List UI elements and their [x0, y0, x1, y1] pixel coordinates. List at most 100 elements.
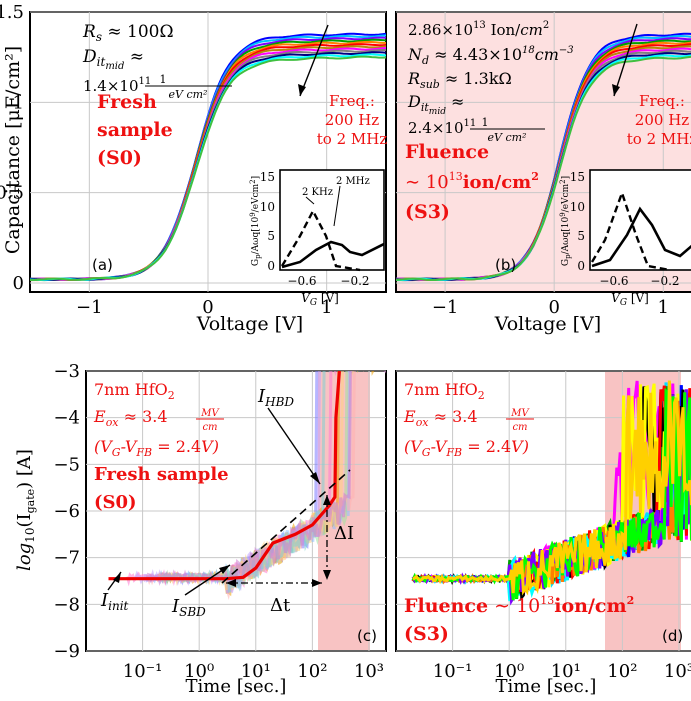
- panel-c-sample-1: Fresh sample: [94, 464, 229, 485]
- inset-b-dashed: [590, 189, 671, 272]
- panel-d-xtick: 10³: [664, 661, 691, 682]
- panel-a-sample-2: sample: [97, 119, 173, 141]
- panel-c-label: (c): [357, 627, 377, 645]
- panel-a-freq-arrow: [299, 24, 329, 97]
- panel-a-freq-1: Freq.:: [329, 92, 375, 110]
- svg-text:10: 10: [260, 200, 275, 214]
- panel-c-ytick: −8: [53, 594, 80, 615]
- panel-d-trace: [412, 380, 691, 596]
- panel-a-cv-series: [30, 55, 386, 282]
- panel-d-label: (d): [662, 627, 683, 645]
- panel-d-ticks: 10⁻¹ 10⁰ 10¹ 10² 10³: [433, 661, 691, 682]
- svg-text:cm: cm: [202, 422, 217, 433]
- panel-d-fluence-2: (S3): [404, 623, 449, 645]
- panel-b-label: (b): [495, 256, 516, 274]
- panel-c-curves: [108, 371, 386, 601]
- panel-b-xtick: −1: [432, 297, 459, 318]
- panel-c-ytick: −3: [53, 361, 80, 382]
- panel-c-ytick: −7: [53, 548, 80, 569]
- panel-c-red-trace: [108, 371, 341, 581]
- panel-c-xtick: 10³: [354, 661, 384, 682]
- panel-d-cond-3: (VG-VFB = 2.4V): [404, 437, 529, 459]
- svg-text:15: 15: [260, 170, 275, 184]
- panel-c-label-di: ΔI: [334, 523, 354, 544]
- svg-text:−0.2: −0.2: [650, 274, 679, 288]
- panel-b-freq-1: Freq.:: [639, 92, 685, 110]
- svg-text:10: 10: [570, 200, 585, 214]
- panel-a-curves: [30, 32, 386, 282]
- panel-a-ytick: 1: [13, 92, 24, 113]
- panel-a-inset: 2 KHz 2 MHz 0 5 10 15 −0.6 −0.2 VG [V] G…: [249, 169, 385, 308]
- panel-a-grid: [30, 11, 386, 292]
- panel-c-ytick: −9: [53, 641, 80, 662]
- panel-a-xtick: 0: [202, 297, 213, 318]
- inset-a-label-2khz: 2 KHz: [302, 187, 333, 198]
- panel-a-xtick: 1: [321, 297, 332, 318]
- panel-c-ytick: −4: [53, 408, 80, 429]
- panel-d: 10⁻¹ 10⁰ 10¹ 10² 10³ Time [sec.] 7nm HfO2 Eo…: [395, 370, 691, 697]
- panel-a-param-rs: Rs ≈ 100Ω: [82, 22, 174, 44]
- panel-c-xlabel: Time [sec.]: [186, 676, 287, 697]
- panel-d-xlabel: Time [sec.]: [496, 676, 597, 697]
- panel-c-ticks: 10⁻¹ 10⁰ 10¹ 10² 10³ −3 −4 −5 −6 −7 −8 −9: [53, 361, 384, 682]
- svg-text:MV: MV: [510, 408, 530, 419]
- panel-c-cond-3: (VG-VFB = 2.4V): [94, 437, 219, 459]
- panel-a-ytick: 1.5: [0, 2, 24, 23]
- svg-text:−0.2: −0.2: [340, 274, 369, 288]
- svg-text:15: 15: [570, 170, 585, 184]
- panel-a-xlabel: Voltage [V]: [196, 313, 303, 335]
- svg-text:eV cm²: eV cm²: [488, 131, 527, 144]
- panel-c-fit-line: [221, 469, 351, 584]
- panel-b-param-2: Nd ≈ 4.43×1018cm−3: [407, 45, 574, 67]
- panel-a-ticks: −1 0 100.511.5: [0, 2, 332, 318]
- panel-b-cv-series: [396, 55, 691, 281]
- panel-c-xtick: 10²: [297, 661, 327, 682]
- panel-c-xtick: 10¹: [241, 661, 271, 682]
- panel-d-curves: [411, 380, 691, 606]
- panel-a: −1 0 100.511.5 Capacitance [μF/cm²] Voltag…: [0, 2, 387, 335]
- panel-b-curves: [396, 32, 691, 282]
- panel-b-xlabel: Voltage [V]: [494, 313, 601, 335]
- panel-d-cond-1: 7nm HfO2: [404, 380, 485, 402]
- panel-d-xtick: 10¹: [551, 661, 581, 682]
- panel-b-xtick: 1: [658, 297, 669, 318]
- panel-a-ylabel: Capacitance [μF/cm²]: [2, 46, 24, 254]
- panel-d-xtick: 10⁻¹: [433, 661, 473, 682]
- panel-d-fluence-1: Fluence ∼ 1013ion/cm2: [404, 594, 634, 617]
- panel-d-cond-2: Eox ≈ 3.4: [403, 407, 478, 429]
- inset-a-label-2mhz: 2 MHz: [336, 176, 370, 187]
- inset-b-solid: [591, 206, 691, 268]
- inset-a-solid: [281, 240, 385, 269]
- panel-a-freq-3: to 2 MHz: [317, 130, 388, 148]
- svg-text:5: 5: [267, 229, 275, 243]
- svg-text:cm: cm: [512, 422, 527, 433]
- panel-a-param-dit-value: 1.4×1011: [83, 76, 151, 95]
- panel-c-sample-2: (S0): [94, 492, 137, 513]
- panel-b-fluence-1: Fluence: [405, 141, 489, 163]
- inset-a-dashed: [280, 208, 361, 272]
- svg-text:0: 0: [577, 259, 585, 273]
- panel-b-fluence-2: ∼ 1013ion/cm2: [405, 170, 539, 193]
- svg-text:−0.6: −0.6: [599, 274, 628, 288]
- panel-c-ytick: −5: [53, 454, 80, 475]
- panel-b-xtick: 0: [548, 297, 559, 318]
- panel-b-param-1: 2.86×1013 Ion/cm2: [408, 20, 549, 39]
- svg-text:1: 1: [482, 116, 489, 129]
- svg-text:−0.6: −0.6: [287, 274, 316, 288]
- panel-d-xtick: 10²: [607, 661, 637, 682]
- panel-b-fluence-3: (S3): [405, 201, 450, 223]
- inset-a-ylabel: Gp/Aωq[109/eVcm2]: [249, 176, 262, 266]
- svg-text:MV: MV: [200, 408, 220, 419]
- panel-c-cond-2: Eox ≈ 3.4: [93, 407, 168, 429]
- panel-c-cond-1: 7nm HfO2: [94, 380, 175, 402]
- panel-b: −1 0 1 Voltage [V] 2.86×1013 Ion/cm2 Nd ≈ …: [395, 11, 691, 335]
- panel-b-freq-arrow: [613, 23, 638, 97]
- panel-c-xtick: 10⁰: [184, 661, 214, 682]
- svg-text:0: 0: [267, 259, 275, 273]
- panel-c: 10⁻¹ 10⁰ 10¹ 10² 10³ −3 −4 −5 −6 −7 −8 −9 log10(Iga…: [14, 361, 387, 697]
- panel-a-sample-3: (S0): [97, 147, 142, 169]
- panel-a-ytick: 0: [13, 273, 24, 294]
- panel-a-sample-1: Fresh: [97, 91, 157, 113]
- panel-c-xtick: 10⁻¹: [123, 661, 163, 682]
